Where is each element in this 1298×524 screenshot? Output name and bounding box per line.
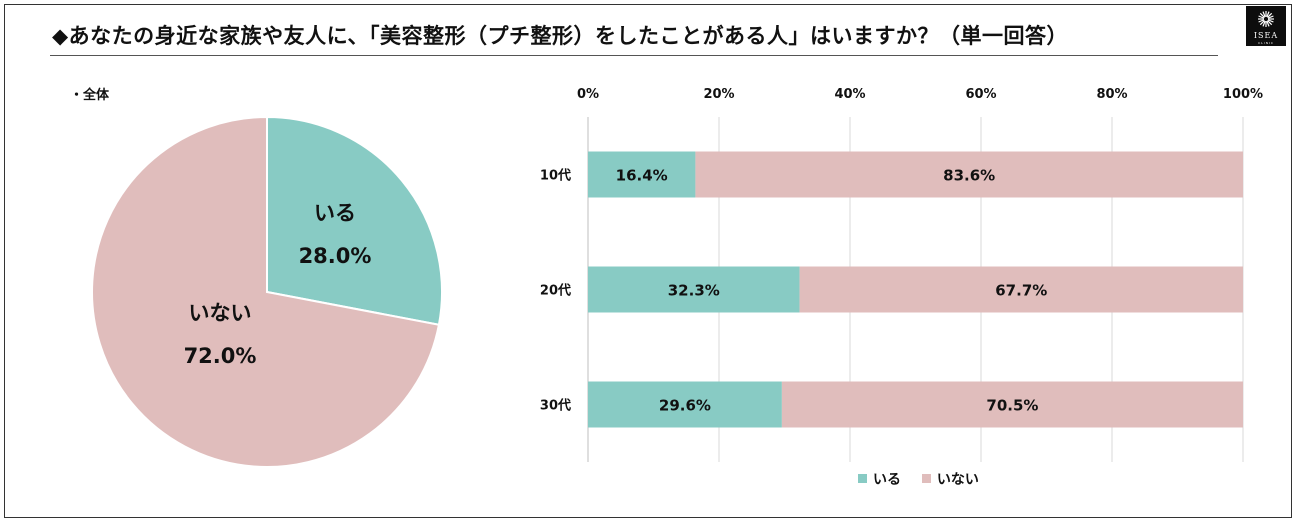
category-label-2: 30代 [540, 398, 571, 414]
bar-label-0-1: 83.6% [943, 167, 995, 185]
sunburst-icon [1258, 11, 1274, 27]
x-tick-label-4: 80% [1096, 87, 1127, 102]
legend-item-yes: いる [858, 472, 901, 488]
pie-slice-1 [91, 115, 441, 468]
pie-subset-label: ・全体 [70, 88, 110, 103]
x-tick-label-2: 40% [834, 87, 865, 102]
legend: いる いない [858, 469, 995, 489]
logo-subtext: CLINIC [1258, 41, 1274, 45]
bar-0-1 [695, 151, 1243, 198]
bar-label-1-1: 67.7% [995, 282, 1047, 300]
legend-label-yes: いる [873, 472, 901, 488]
x-tick-label-3: 60% [965, 87, 996, 102]
bar-0-0 [588, 151, 696, 198]
legend-label-no: いない [936, 472, 979, 488]
x-tick-label-1: 20% [703, 87, 734, 102]
pie-slice-value-1: 72.0% [184, 344, 257, 368]
x-tick-label-5: 100% [1223, 87, 1263, 102]
category-label-0: 10代 [540, 168, 571, 184]
pie-slice-0 [266, 115, 443, 326]
category-label-1: 20代 [540, 283, 571, 299]
bar-1-1 [799, 266, 1243, 313]
bar-label-2-0: 29.6% [659, 397, 711, 415]
chart-frame [4, 4, 1292, 518]
legend-swatch-yes [858, 474, 867, 483]
title-underline [50, 55, 1218, 56]
clinic-logo: ISEA CLINIC [1246, 6, 1286, 46]
bar-label-1-0: 32.3% [668, 282, 720, 300]
pie-slice-name-0: いる [314, 201, 356, 225]
pie-slice-value-0: 28.0% [299, 244, 372, 268]
logo-wordmark: ISEA [1253, 31, 1279, 40]
x-tick-label-0: 0% [577, 87, 599, 102]
bar-label-2-1: 70.5% [986, 397, 1038, 415]
bar-2-1 [781, 381, 1243, 428]
bar-1-0 [588, 266, 800, 313]
legend-swatch-no [921, 474, 931, 483]
chart-title: ◆あなたの身近な家族や友人に、「美容整形（プチ整形）をしたことがある人」はいます… [52, 24, 1069, 48]
pie-slice-name-1: いない [189, 301, 252, 325]
bar-label-0-0: 16.4% [616, 167, 668, 185]
bar-2-0 [588, 381, 782, 428]
legend-item-no: いない [921, 472, 979, 488]
